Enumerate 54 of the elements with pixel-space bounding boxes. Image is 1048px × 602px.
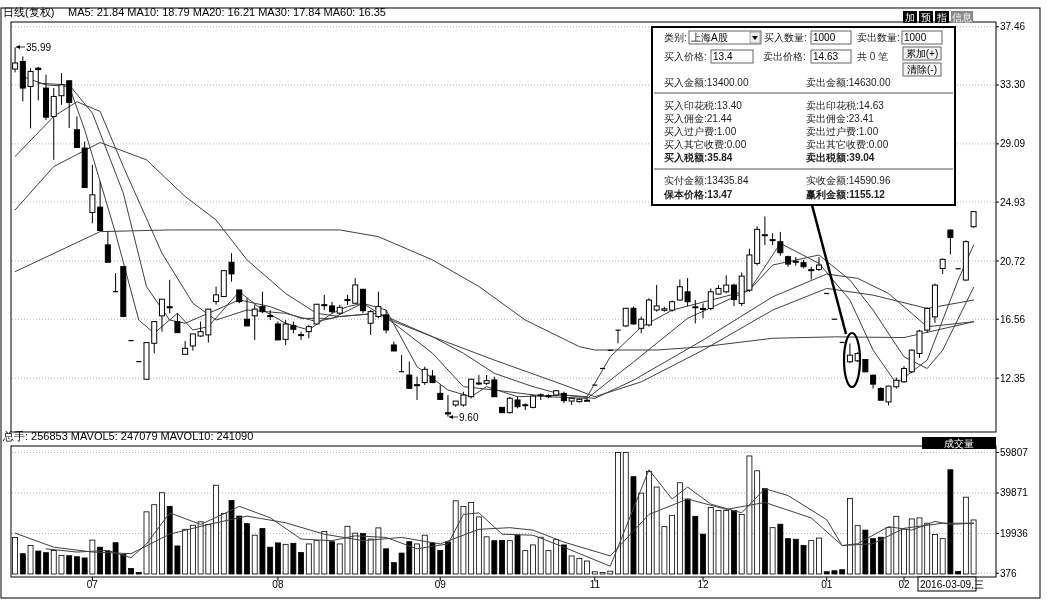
annotation: 清除(-) — [907, 64, 937, 75]
y-tick-label: 59807 — [1000, 446, 1029, 458]
annotation: 14.63 — [813, 51, 839, 62]
annotation: 卖出价格: — [763, 51, 806, 62]
annotation: 卖出印花税:14.63 — [806, 100, 885, 111]
annotation: 卖出过户费:1.00 — [806, 126, 879, 137]
y-tick-label: 20.72 — [1000, 255, 1026, 267]
y-tick-label: 37.46 — [1000, 21, 1026, 33]
annotation: 买入其它收费:0.00 — [664, 139, 747, 150]
title: 日线(复权) — [3, 6, 55, 18]
title: 总手: 256853 MAVOL5: 247079 MAVOL10: 241090 — [3, 430, 254, 442]
y-tick-label: 376 — [1000, 567, 1018, 579]
annotation: 成交量 — [944, 438, 974, 449]
annotation: 35.99 — [26, 41, 52, 53]
y-tick-label: 16.56 — [1000, 313, 1026, 325]
y-tick-label: 33.30 — [1000, 79, 1026, 91]
y-tick-label: 39871 — [1000, 487, 1029, 499]
annotation: 买入佣金:21.44 — [664, 113, 733, 124]
annotation: 买入金额:13400.00 — [664, 77, 749, 88]
annotation: 13.4 — [713, 51, 733, 62]
annotation: 保本价格:13.47 — [663, 189, 733, 200]
annotation: 买入价格: — [664, 51, 707, 62]
x-tick-label: 07 — [86, 579, 99, 590]
annotation: 卖出其它收费:0.00 — [806, 139, 889, 150]
annotation: 实收金额:14590.96 — [806, 175, 891, 186]
text: 2016-03-09,三 — [920, 579, 984, 590]
annotation: 卖出数量: — [857, 32, 900, 43]
y-tick-label: 24.93 — [1000, 196, 1026, 208]
annotation: 买入过户费:1.00 — [664, 126, 737, 137]
annotation: 9.60 — [459, 411, 479, 423]
annotation: 1000 — [904, 32, 927, 43]
annotation: 卖出税额:39.04 — [806, 152, 875, 163]
x-tick-label: 09 — [434, 579, 447, 590]
x-tick-label: 12 — [697, 579, 710, 590]
annotation: 上海A股 — [691, 32, 728, 43]
x-tick-label: 08 — [272, 579, 284, 590]
annotation: 买入印花税:13.40 — [664, 100, 743, 111]
annotation: 累加(+) — [905, 48, 939, 59]
annotation: 卖出金额:14630.00 — [806, 77, 891, 88]
x-tick-label: 01 — [821, 579, 833, 590]
header: MA5: 21.84 MA10: 18.79 MA20: 16.21 MA30: 17.84 MA60: 16.35 — [68, 6, 386, 18]
annotation: 实付金额:13435.84 — [664, 175, 749, 186]
annotation: 卖出佣金:23.41 — [806, 113, 875, 124]
annotation: 买入数量: — [764, 32, 807, 43]
y-tick-label: 29.09 — [1000, 138, 1026, 150]
annotation: 赢利金额:1155.12 — [805, 189, 886, 200]
annotation: 1000 — [813, 32, 836, 43]
annotation: 买入税额:35.84 — [664, 152, 733, 163]
y-tick-label: 19936 — [1000, 528, 1029, 539]
x-tick-label: 11 — [589, 579, 601, 590]
annotation: 共 0 笔 — [857, 51, 889, 62]
annotation: 类别: — [664, 32, 687, 43]
x-tick-label: 02 — [898, 579, 911, 590]
y-tick-label: 12.35 — [1000, 372, 1026, 384]
